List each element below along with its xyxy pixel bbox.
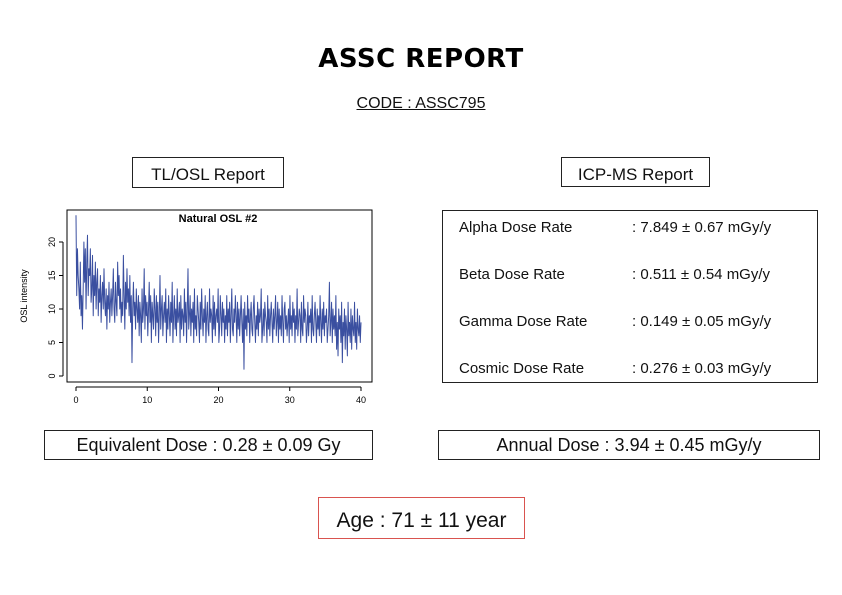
rate-name: Alpha Dose Rate [459, 219, 573, 236]
icp-ms-dose-rates: Alpha Dose Rate : 7.849 ± 0.67 mGy/y Bet… [442, 210, 818, 383]
y-axis-label: OSL intensity [19, 269, 29, 323]
annual-dose: Annual Dose : 3.94 ± 0.45 mGy/y [438, 430, 820, 460]
chart-title: Natural OSL #2 [179, 213, 258, 225]
x-tick-label: 40 [356, 395, 366, 405]
x-tick-label: 0 [73, 395, 78, 405]
rate-value: : 0.276 ± 0.03 mGy/y [632, 360, 772, 377]
rate-value: : 0.149 ± 0.05 mGy/y [632, 313, 772, 330]
report-code: CODE : ASSC795 [356, 95, 486, 112]
y-tick-label: 10 [47, 304, 57, 314]
rate-name: Beta Dose Rate [459, 266, 565, 283]
osl-chart: Natural OSL #2 OSL intensity 0 10 20 30 40 0 5… [19, 209, 373, 405]
y-tick-label: 0 [47, 373, 57, 378]
chart-axes: 0 10 20 30 40 0 5 10 15 20 [47, 237, 366, 405]
rate-value: : 7.849 ± 0.67 mGy/y [632, 219, 772, 236]
series-line [75, 215, 362, 370]
y-tick-label: 20 [47, 237, 57, 247]
equivalent-dose: Equivalent Dose : 0.28 ± 0.09 Gy [44, 430, 373, 460]
plot-frame [66, 209, 373, 383]
tl-osl-report-label: TL/OSL Report [132, 157, 284, 188]
rate-value: : 0.511 ± 0.54 mGy/y [632, 266, 771, 283]
age-result: Age : 71 ± 11 year [318, 497, 525, 539]
x-tick-label: 30 [285, 395, 295, 405]
y-tick-label: 5 [47, 340, 57, 345]
x-tick-label: 10 [142, 395, 152, 405]
report-title: ASSC REPORT [318, 44, 524, 74]
x-tick-label: 20 [213, 395, 223, 405]
icp-ms-report-label: ICP-MS Report [561, 157, 710, 187]
y-tick-label: 15 [47, 270, 57, 280]
rate-name: Gamma Dose Rate [459, 313, 588, 330]
rate-name: Cosmic Dose Rate [459, 360, 585, 377]
